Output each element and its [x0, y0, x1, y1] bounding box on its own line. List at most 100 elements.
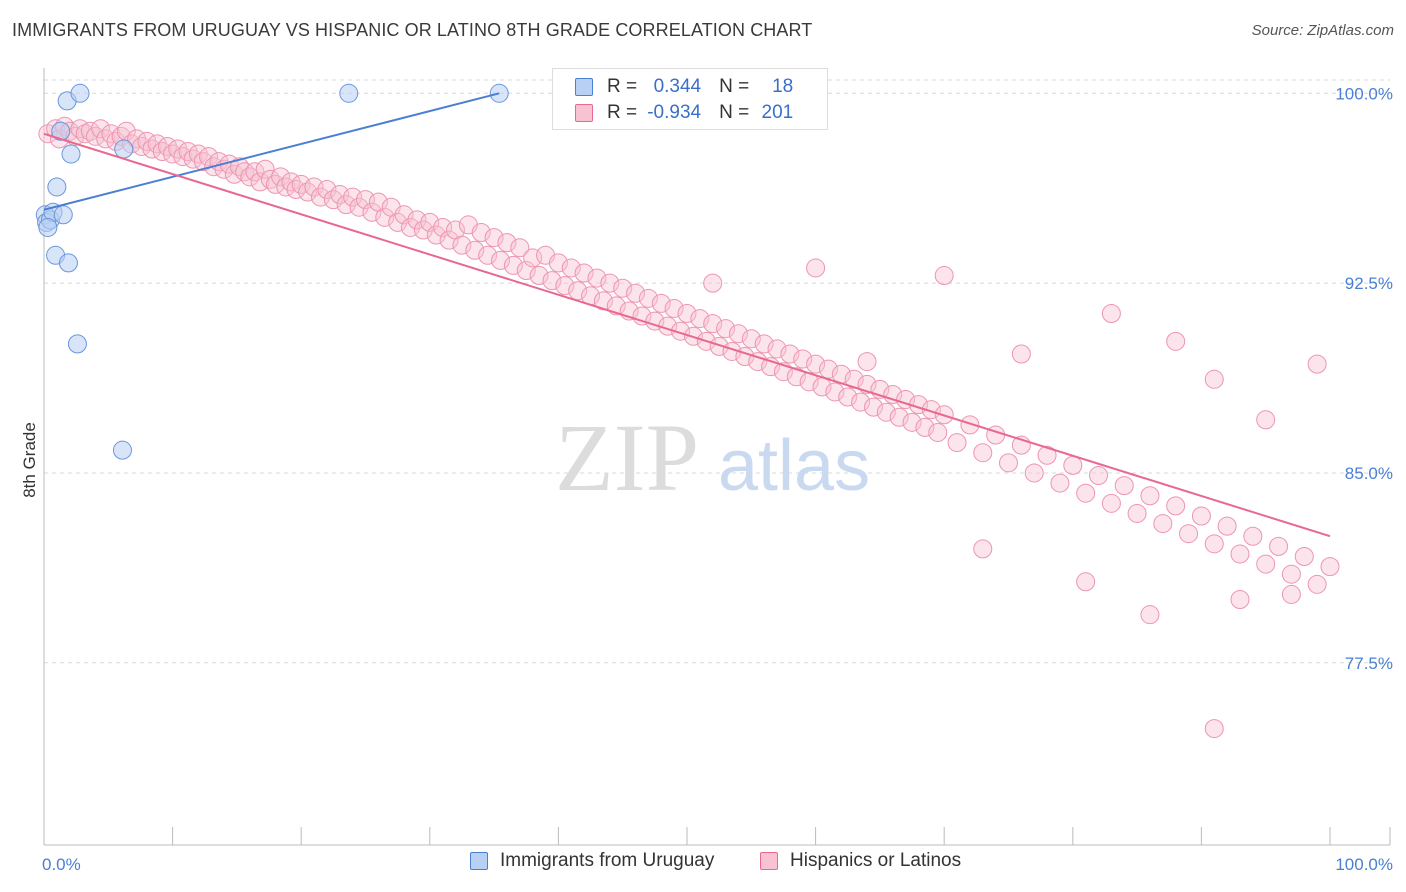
point-hispanic — [1166, 496, 1186, 516]
legend-r-label: R = — [607, 102, 638, 123]
legend-item-uruguay[interactable]: Immigrants from Uruguay — [470, 850, 714, 872]
point-hispanic — [1050, 473, 1070, 493]
point-hispanic — [973, 443, 993, 463]
point-uruguay — [51, 121, 71, 141]
source-label: Source: — [1251, 22, 1304, 39]
data-points — [35, 83, 1340, 739]
legend-swatch-hispanic — [760, 852, 778, 870]
point-hispanic — [857, 352, 877, 372]
point-hispanic — [651, 293, 671, 313]
point-hispanic — [465, 240, 485, 260]
point-hispanic — [857, 374, 877, 394]
point-hispanic — [1269, 536, 1289, 556]
y-tick-label: 85.0% — [1345, 464, 1393, 483]
point-hispanic — [767, 339, 787, 359]
point-hispanic — [960, 415, 980, 435]
watermark-zip: ZIP — [555, 404, 699, 511]
point-hispanic — [703, 314, 723, 334]
point-hispanic — [600, 273, 620, 293]
point-uruguay — [58, 253, 78, 273]
point-hispanic — [240, 167, 260, 187]
point-hispanic — [497, 233, 517, 253]
point-hispanic — [690, 309, 710, 329]
point-hispanic — [362, 202, 382, 222]
point-uruguay — [112, 440, 132, 460]
point-hispanic — [806, 354, 826, 374]
point-hispanic — [1101, 304, 1121, 324]
point-hispanic — [1307, 354, 1327, 374]
point-hispanic — [613, 278, 633, 298]
point-uruguay — [114, 139, 134, 159]
point-hispanic — [1256, 410, 1276, 430]
source-attribution: Source: ZipAtlas.com — [1252, 22, 1394, 39]
point-hispanic — [793, 349, 813, 369]
point-hispanic — [484, 228, 504, 248]
point-uruguay — [61, 144, 81, 164]
point-hispanic — [1166, 331, 1186, 351]
point-hispanic — [818, 359, 838, 379]
point-hispanic — [1243, 526, 1263, 546]
legend-n-label: N = — [719, 76, 750, 97]
point-hispanic — [1204, 719, 1224, 739]
point-hispanic — [1076, 483, 1096, 503]
legend-item-hispanic[interactable]: Hispanics or Latinos — [760, 850, 961, 872]
point-hispanic — [587, 268, 607, 288]
point-hispanic — [1101, 493, 1121, 513]
legend-r-label: R = — [607, 76, 638, 97]
legend-swatch-uruguay — [575, 78, 593, 96]
point-hispanic — [1089, 465, 1109, 485]
point-hispanic — [561, 258, 581, 278]
point-uruguay — [67, 334, 87, 354]
point-hispanic — [1204, 369, 1224, 389]
point-hispanic — [271, 167, 291, 187]
axes — [43, 68, 1391, 846]
point-hispanic — [317, 179, 337, 199]
point-hispanic — [889, 407, 909, 427]
point-hispanic — [1153, 514, 1173, 534]
point-hispanic — [876, 402, 896, 422]
point-hispanic — [825, 382, 845, 402]
point-hispanic — [1217, 516, 1237, 536]
x-tick-label: 0.0% — [42, 855, 81, 874]
point-hispanic — [1011, 344, 1031, 364]
point-hispanic — [947, 433, 967, 453]
point-hispanic — [478, 245, 498, 265]
chart-title: IMMIGRANTS FROM URUGUAY VS HISPANIC OR L… — [12, 20, 813, 40]
point-hispanic — [1063, 455, 1083, 475]
point-hispanic — [1024, 463, 1044, 483]
source-value: ZipAtlas.com — [1307, 22, 1394, 39]
point-hispanic — [754, 334, 774, 354]
stats-legend: R = 0.344 N = 18 R = -0.934 N = 201 — [552, 68, 828, 130]
point-hispanic — [349, 197, 369, 217]
point-hispanic — [568, 281, 588, 301]
point-hispanic — [1179, 524, 1199, 544]
point-hispanic — [229, 157, 249, 177]
point-hispanic — [709, 336, 729, 356]
point-uruguay — [70, 83, 90, 103]
legend-n-label: N = — [719, 102, 750, 123]
point-hispanic — [91, 119, 111, 139]
point-hispanic — [1140, 605, 1160, 625]
point-uruguay — [47, 177, 67, 197]
point-hispanic — [1114, 476, 1134, 496]
y-tick-label: 92.5% — [1345, 274, 1393, 293]
point-hispanic — [516, 260, 536, 280]
point-hispanic — [193, 152, 213, 172]
point-hispanic — [394, 205, 414, 225]
point-hispanic — [1076, 572, 1096, 592]
legend-r-value: 0.344 — [653, 76, 702, 97]
legend-swatch-hispanic — [575, 104, 593, 122]
trend-lines — [43, 92, 1331, 538]
point-hispanic — [548, 253, 568, 273]
point-hispanic — [851, 392, 871, 412]
point-uruguay — [53, 205, 73, 225]
point-uruguay — [339, 83, 359, 103]
y-tick-label: 100.0% — [1335, 84, 1393, 103]
point-hispanic — [1281, 564, 1301, 584]
trend-line-uruguay — [43, 92, 500, 211]
point-hispanic — [1281, 584, 1301, 604]
legend-n-value: 18 — [772, 76, 794, 97]
point-hispanic — [806, 258, 826, 278]
point-hispanic — [626, 283, 646, 303]
